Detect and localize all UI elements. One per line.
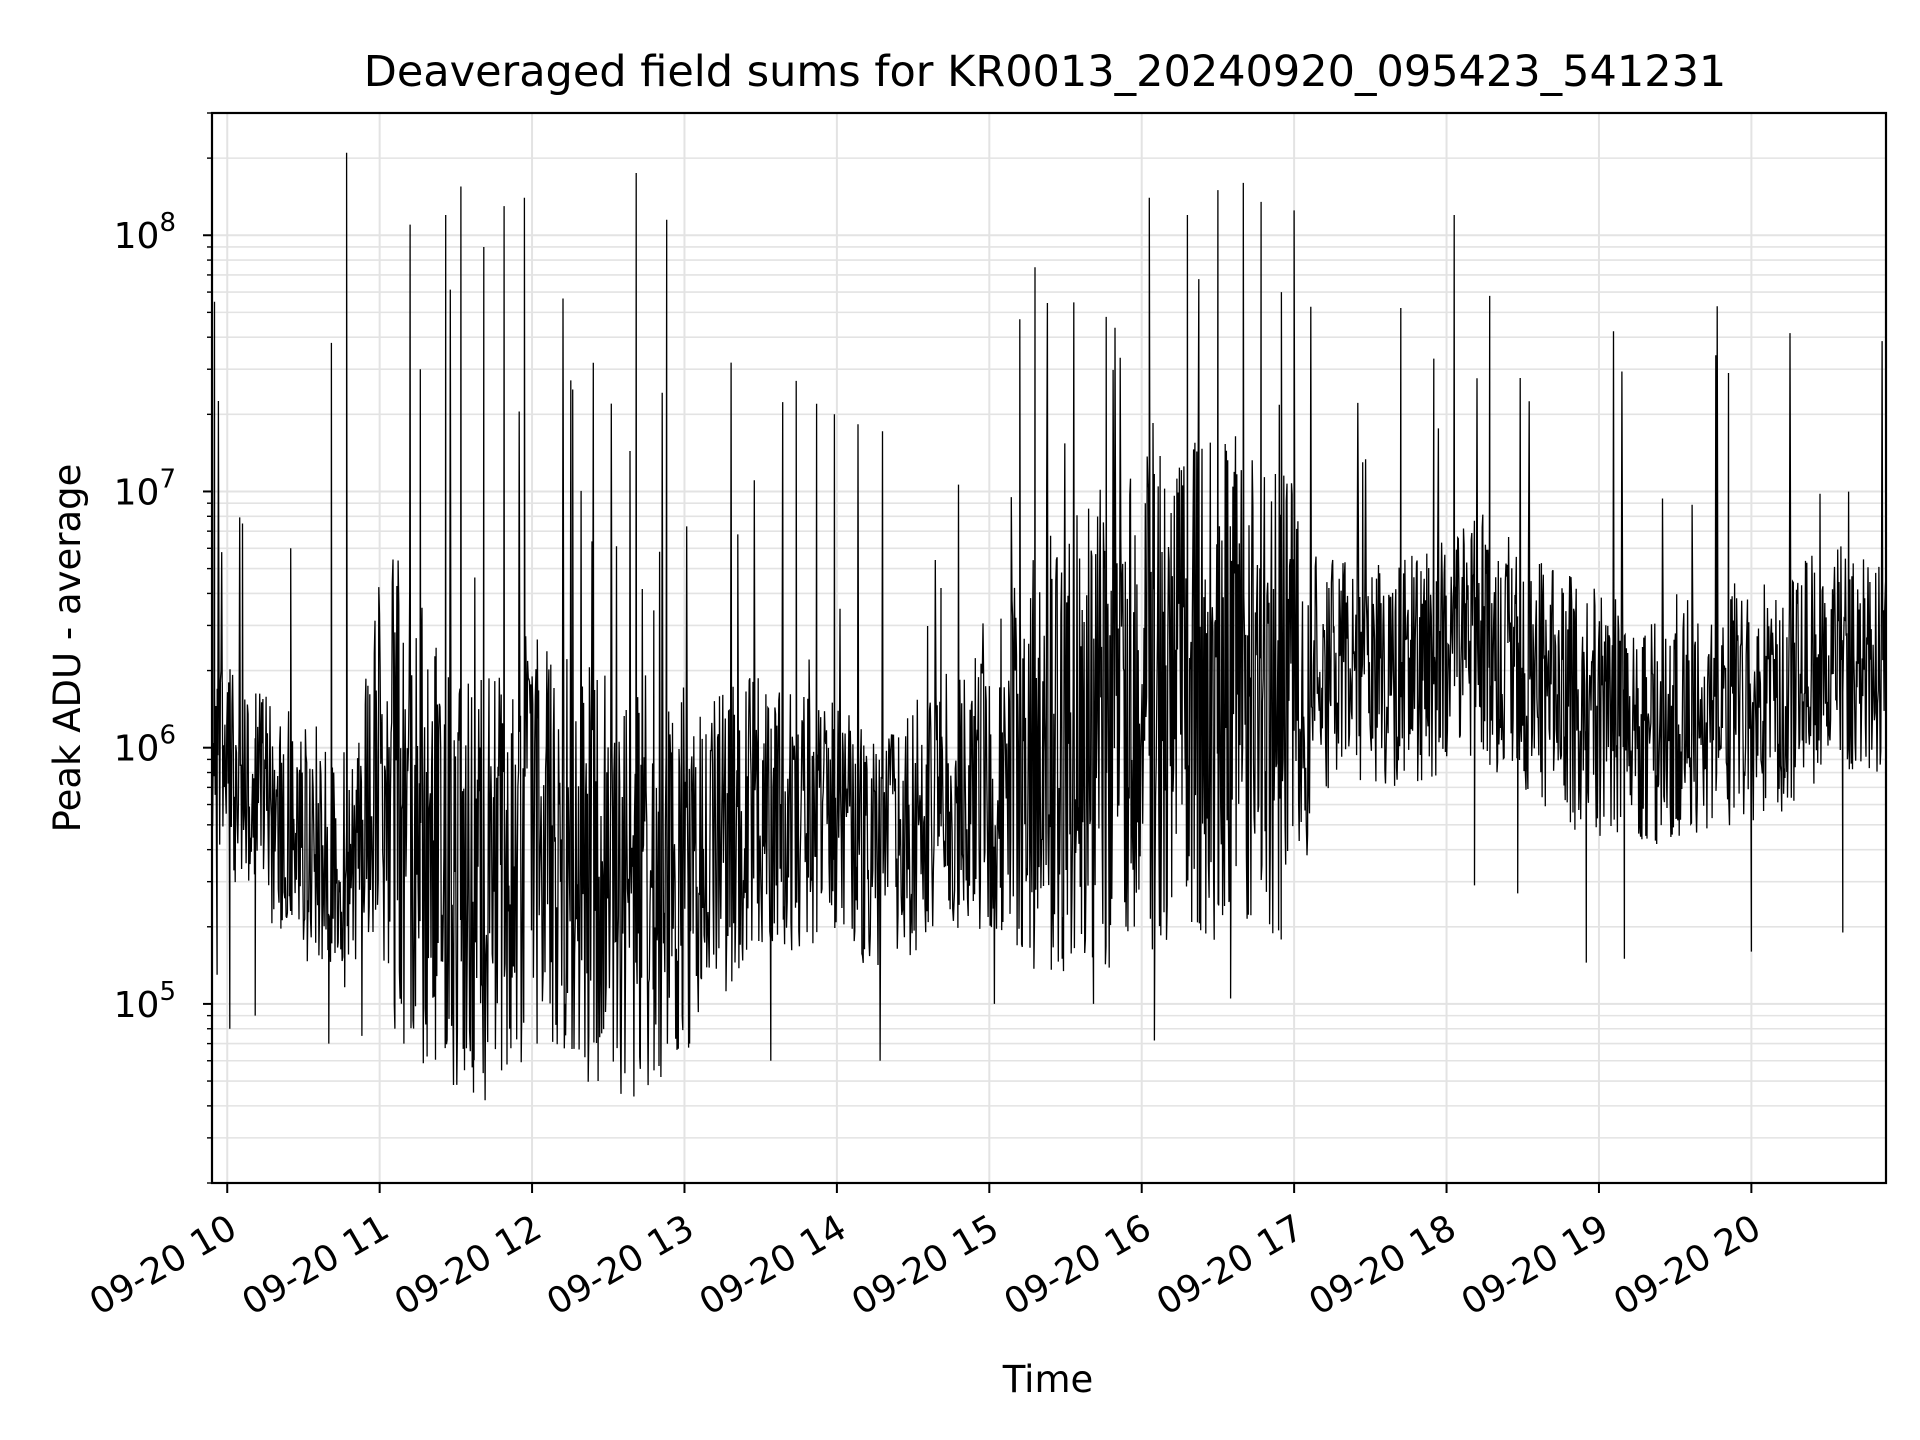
plot-frame bbox=[210, 111, 1888, 1185]
y-tick-label: 108 bbox=[114, 208, 176, 257]
plot-area bbox=[211, 152, 1887, 1101]
data-series-line bbox=[211, 152, 1887, 1101]
grid bbox=[212, 112, 1886, 1184]
y-tick-label: 106 bbox=[114, 721, 176, 770]
x-axis-label: Time bbox=[1002, 1358, 1094, 1401]
y-tick-label: 107 bbox=[114, 464, 176, 513]
y-tick-label: 105 bbox=[114, 977, 176, 1026]
chart-title: Deaveraged field sums for KR0013_2024092… bbox=[364, 47, 1727, 97]
y-axis-label: Peak ADU - average bbox=[46, 464, 89, 833]
